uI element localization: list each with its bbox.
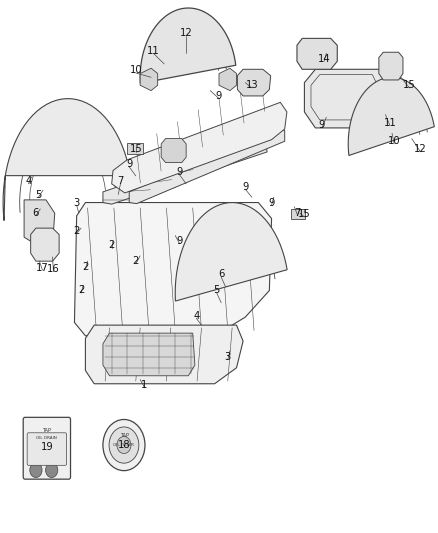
Text: 18: 18 [118,440,130,450]
Circle shape [46,463,58,478]
Text: 6: 6 [218,270,224,279]
Text: 12: 12 [180,28,193,38]
Text: 15: 15 [403,80,416,90]
Text: 9: 9 [126,159,132,169]
Text: 10: 10 [388,136,400,146]
Text: 11: 11 [383,118,396,127]
Text: 13: 13 [246,80,258,90]
Text: 17: 17 [36,263,49,272]
Polygon shape [85,325,243,384]
Text: 9: 9 [268,198,275,207]
Text: 14: 14 [318,54,330,63]
Polygon shape [140,8,236,83]
Text: 9: 9 [177,236,183,246]
Circle shape [30,463,42,478]
Text: OIL DRAIN: OIL DRAIN [36,436,57,440]
Polygon shape [140,68,158,91]
Text: 7: 7 [117,176,124,186]
Text: TAP: TAP [120,433,128,439]
Polygon shape [103,333,195,376]
Polygon shape [304,69,388,128]
Text: 3: 3 [74,198,80,207]
Text: 2: 2 [109,240,115,250]
Text: 19: 19 [41,442,54,451]
Polygon shape [219,68,237,91]
Polygon shape [129,128,285,204]
Polygon shape [103,139,267,204]
Text: 7: 7 [295,208,301,218]
Text: TAP: TAP [42,428,51,433]
Text: 2: 2 [82,262,88,271]
FancyBboxPatch shape [27,433,67,465]
Text: 12: 12 [414,144,427,154]
Text: 4: 4 [25,176,32,186]
Polygon shape [161,139,186,163]
Text: 2: 2 [133,256,139,266]
Text: 2: 2 [78,286,84,295]
Text: 6: 6 [33,208,39,218]
Text: OIL FILTER: OIL FILTER [113,443,134,447]
Text: 2: 2 [74,226,80,236]
Polygon shape [31,228,59,261]
FancyBboxPatch shape [23,417,71,479]
Polygon shape [112,102,287,193]
Text: 5: 5 [214,286,220,295]
Text: 1: 1 [141,380,148,390]
Text: 5: 5 [35,190,42,199]
Text: 9: 9 [242,182,248,191]
Polygon shape [237,69,271,96]
Circle shape [117,437,131,454]
Text: 9: 9 [319,120,325,130]
Polygon shape [297,38,337,69]
Polygon shape [379,52,403,80]
Circle shape [103,419,145,471]
Text: 15: 15 [129,144,142,154]
Polygon shape [291,209,305,219]
Polygon shape [348,77,434,156]
Polygon shape [74,203,272,336]
Text: 9: 9 [216,91,222,101]
Text: 4: 4 [193,311,199,320]
Polygon shape [3,99,131,221]
Polygon shape [24,200,55,248]
Text: 11: 11 [147,46,160,55]
Text: 15: 15 [298,209,311,219]
Text: 3: 3 [225,352,231,362]
Circle shape [109,427,139,463]
Text: 9: 9 [177,167,183,176]
Text: 10: 10 [130,66,142,75]
Polygon shape [175,203,287,301]
Polygon shape [127,143,143,154]
Text: 16: 16 [47,264,60,274]
